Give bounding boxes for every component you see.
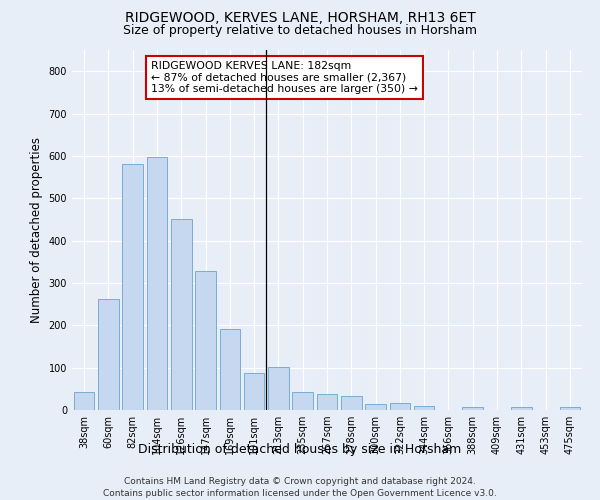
Bar [341,396,362,410]
Bar [268,367,289,410]
Bar [414,406,434,410]
Y-axis label: Number of detached properties: Number of detached properties [30,137,43,323]
Bar [220,328,240,410]
Bar [463,407,483,410]
Bar [389,403,410,410]
Bar [292,392,313,410]
Text: Distribution of detached houses by size in Horsham: Distribution of detached houses by size … [139,442,461,456]
Text: Size of property relative to detached houses in Horsham: Size of property relative to detached ho… [123,24,477,37]
Bar [146,156,167,410]
Text: RIDGEWOOD, KERVES LANE, HORSHAM, RH13 6ET: RIDGEWOOD, KERVES LANE, HORSHAM, RH13 6E… [125,12,475,26]
Bar [365,404,386,410]
Bar [171,220,191,410]
Bar [122,164,143,410]
Text: Contains public sector information licensed under the Open Government Licence v3: Contains public sector information licen… [103,489,497,498]
Bar [317,394,337,410]
Text: Contains HM Land Registry data © Crown copyright and database right 2024.: Contains HM Land Registry data © Crown c… [124,478,476,486]
Bar [74,392,94,410]
Text: RIDGEWOOD KERVES LANE: 182sqm
← 87% of detached houses are smaller (2,367)
13% o: RIDGEWOOD KERVES LANE: 182sqm ← 87% of d… [151,61,418,94]
Bar [98,299,119,410]
Bar [244,372,265,410]
Bar [511,407,532,410]
Bar [195,271,216,410]
Bar [560,407,580,410]
